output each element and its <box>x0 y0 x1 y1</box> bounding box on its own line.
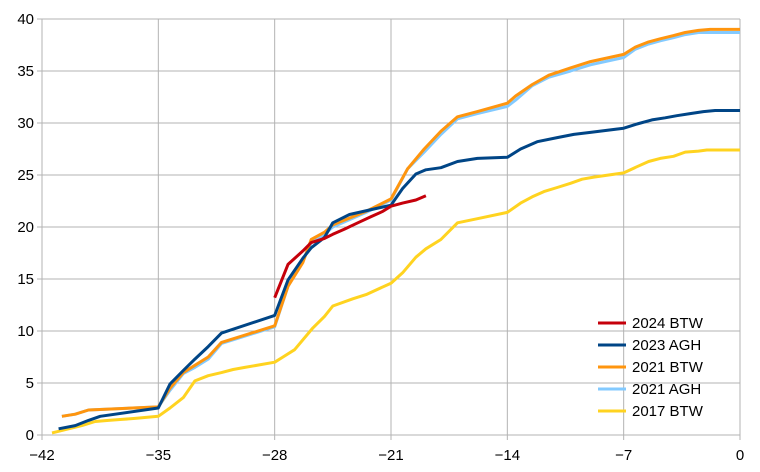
x-tick-label: −7 <box>615 447 632 464</box>
series-line-2024-btw <box>273 194 427 299</box>
y-tick-label: 20 <box>17 219 34 236</box>
y-tick-label: 25 <box>17 167 34 184</box>
y-tick-label: 30 <box>17 115 34 132</box>
legend-label-2021-btw: 2021 BTW <box>632 359 704 376</box>
series-line-2021-agh <box>61 31 740 418</box>
axes <box>37 18 741 440</box>
y-tick-label: 15 <box>17 271 34 288</box>
x-tick-label: −21 <box>378 447 403 464</box>
x-tick-label: −35 <box>146 447 171 464</box>
series-line-2023-agh <box>58 109 740 431</box>
legend-label-2024-btw: 2024 BTW <box>632 315 704 332</box>
legend-label-2017-btw: 2017 BTW <box>632 403 704 420</box>
legend-label-2021-agh: 2021 AGH <box>632 381 701 398</box>
y-tick-label: 35 <box>17 63 34 80</box>
y-tick-label: 5 <box>26 375 34 392</box>
x-tick-label: −14 <box>495 447 520 464</box>
y-tick-label: 0 <box>26 427 34 444</box>
x-tick-label: −42 <box>29 447 54 464</box>
series-line-2021-btw <box>61 27 740 418</box>
y-tick-label: 10 <box>17 323 34 340</box>
y-tick-label: 40 <box>17 11 34 28</box>
x-tick-label: −28 <box>262 447 287 464</box>
legend: 2024 BTW 2023 AGH 2021 BTW 2021 AGH 2017 BTW <box>598 315 704 420</box>
legend-label-2023-agh: 2023 AGH <box>632 337 701 354</box>
series-lines <box>51 27 740 435</box>
series-line-2017-btw <box>51 148 740 435</box>
tick-labels: 0 5 10 15 20 25 30 35 40 −42 −35 −28 −21 −14 −7 0 <box>17 11 744 464</box>
x-tick-label: 0 <box>736 447 744 464</box>
grid <box>41 18 741 436</box>
